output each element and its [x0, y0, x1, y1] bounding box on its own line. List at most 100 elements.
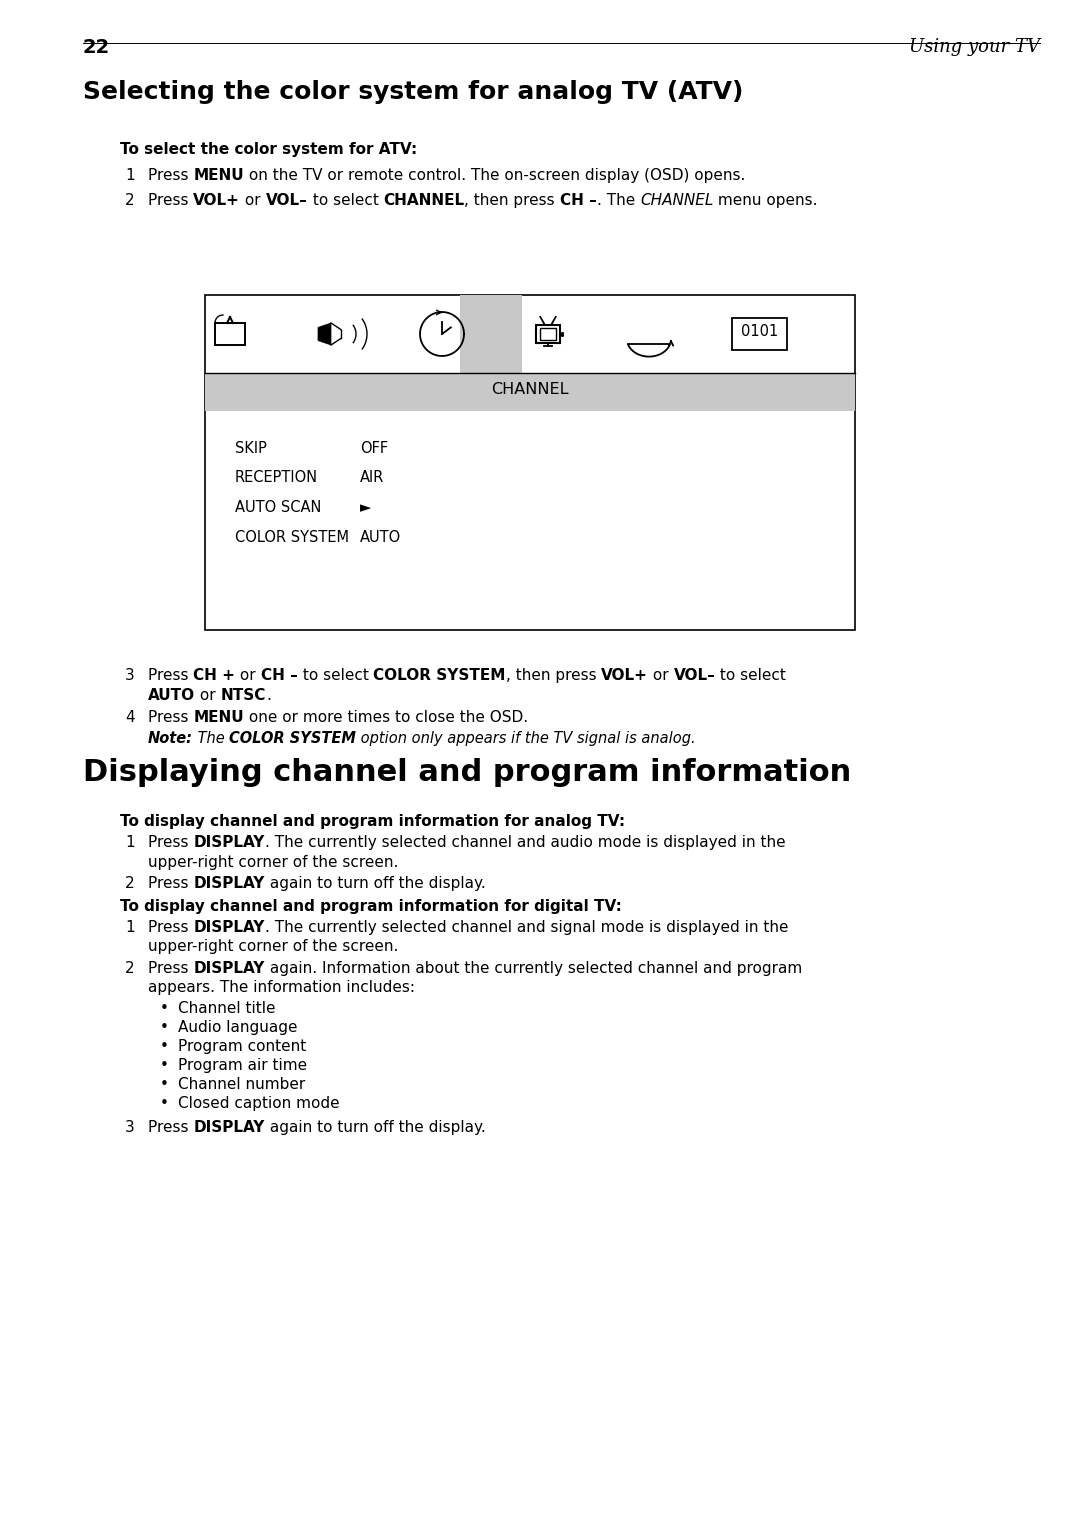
Text: on the TV or remote control. The on-screen display (OSD) opens.: on the TV or remote control. The on-scre… — [244, 168, 745, 183]
Text: 3: 3 — [125, 668, 135, 683]
Text: Selecting the color system for analog TV (ATV): Selecting the color system for analog TV… — [83, 80, 743, 104]
Text: AUTO: AUTO — [360, 529, 402, 544]
Text: COLOR SYSTEM: COLOR SYSTEM — [374, 668, 505, 683]
Text: Press: Press — [148, 709, 193, 725]
Text: CHANNEL: CHANNEL — [383, 193, 464, 208]
Text: , then press: , then press — [505, 668, 602, 683]
Bar — [540, 329, 556, 339]
Text: to select: to select — [308, 193, 383, 208]
Text: Audio language: Audio language — [178, 1020, 297, 1035]
Text: MENU: MENU — [193, 709, 244, 725]
Text: AUTO: AUTO — [148, 688, 195, 702]
Text: 22: 22 — [83, 38, 110, 57]
Text: AUTO SCAN: AUTO SCAN — [235, 500, 322, 515]
Text: upper-right corner of the screen.: upper-right corner of the screen. — [148, 855, 399, 870]
Text: VOL–: VOL– — [674, 668, 715, 683]
Text: COLOR SYSTEM: COLOR SYSTEM — [235, 529, 349, 544]
Text: CH –: CH – — [561, 193, 597, 208]
Text: Program air time: Program air time — [178, 1058, 307, 1073]
Text: menu opens.: menu opens. — [714, 193, 818, 208]
Text: 1: 1 — [125, 920, 135, 934]
Text: The: The — [193, 731, 229, 746]
Text: ►: ► — [360, 500, 372, 515]
Text: 3: 3 — [125, 1121, 135, 1136]
Text: Channel title: Channel title — [178, 1001, 275, 1015]
Text: DISPLAY: DISPLAY — [193, 876, 265, 891]
Text: DISPLAY: DISPLAY — [193, 1121, 265, 1136]
Text: Closed caption mode: Closed caption mode — [178, 1096, 339, 1112]
Text: Press: Press — [148, 668, 193, 683]
Bar — [215, 323, 245, 346]
Bar — [536, 324, 561, 344]
Text: To select the color system for ATV:: To select the color system for ATV: — [120, 142, 417, 157]
Text: CH –: CH – — [260, 668, 298, 683]
Text: Press: Press — [148, 960, 193, 976]
Text: •: • — [160, 1096, 168, 1112]
Text: MENU: MENU — [193, 168, 244, 183]
Text: 1: 1 — [125, 835, 135, 850]
Text: . The: . The — [597, 193, 640, 208]
Text: option only appears if the TV signal is analog.: option only appears if the TV signal is … — [356, 731, 696, 746]
Text: •: • — [160, 1001, 168, 1015]
Text: Using your TV: Using your TV — [909, 38, 1040, 57]
Text: again. Information about the currently selected channel and program: again. Information about the currently s… — [265, 960, 802, 976]
Text: Press: Press — [148, 835, 193, 850]
Text: Displaying channel and program information: Displaying channel and program informati… — [83, 758, 851, 787]
Text: To display channel and program information for digital TV:: To display channel and program informati… — [120, 899, 622, 913]
Text: NTSC: NTSC — [220, 688, 266, 702]
Text: Press: Press — [148, 920, 193, 934]
Text: , then press: , then press — [464, 193, 561, 208]
Text: To display channel and program information for analog TV:: To display channel and program informati… — [120, 813, 625, 829]
Text: appears. The information includes:: appears. The information includes: — [148, 980, 415, 995]
Text: DISPLAY: DISPLAY — [193, 835, 265, 850]
Text: COLOR SYSTEM: COLOR SYSTEM — [229, 731, 356, 746]
Text: or: or — [235, 668, 260, 683]
Text: •: • — [160, 1058, 168, 1073]
Text: .: . — [266, 688, 271, 702]
Text: or: or — [195, 688, 220, 702]
Text: •: • — [160, 1078, 168, 1092]
Text: or: or — [648, 668, 674, 683]
Text: Program content: Program content — [178, 1040, 307, 1053]
Text: VOL+: VOL+ — [602, 668, 648, 683]
Bar — [732, 318, 787, 350]
Text: or: or — [240, 193, 266, 208]
Bar — [205, 373, 855, 411]
Text: . The currently selected channel and signal mode is displayed in the: . The currently selected channel and sig… — [265, 920, 788, 934]
Text: OFF: OFF — [360, 440, 388, 456]
Bar — [205, 295, 855, 630]
Text: to select: to select — [715, 668, 786, 683]
Text: 2: 2 — [125, 193, 135, 208]
Text: Press: Press — [148, 193, 193, 208]
Text: CH +: CH + — [193, 668, 235, 683]
Text: to select: to select — [298, 668, 374, 683]
Text: . The currently selected channel and audio mode is displayed in the: . The currently selected channel and aud… — [265, 835, 785, 850]
Text: Press: Press — [148, 168, 193, 183]
Text: •: • — [160, 1020, 168, 1035]
Text: 2: 2 — [125, 960, 135, 976]
Text: CHANNEL: CHANNEL — [491, 382, 569, 398]
Text: RECEPTION: RECEPTION — [235, 471, 319, 486]
Text: Press: Press — [148, 876, 193, 891]
Text: CHANNEL: CHANNEL — [640, 193, 714, 208]
Text: 2: 2 — [125, 876, 135, 891]
Polygon shape — [318, 323, 330, 346]
Text: Channel number: Channel number — [178, 1078, 306, 1092]
Bar — [460, 295, 522, 373]
Text: 4: 4 — [125, 709, 135, 725]
Text: one or more times to close the OSD.: one or more times to close the OSD. — [244, 709, 528, 725]
Text: 1: 1 — [125, 168, 135, 183]
Text: •: • — [160, 1040, 168, 1053]
Text: DISPLAY: DISPLAY — [193, 960, 265, 976]
Text: again to turn off the display.: again to turn off the display. — [265, 876, 486, 891]
Text: VOL–: VOL– — [266, 193, 308, 208]
Text: 0101: 0101 — [741, 324, 778, 339]
Text: VOL+: VOL+ — [193, 193, 240, 208]
Text: SKIP: SKIP — [235, 440, 267, 456]
Text: upper-right corner of the screen.: upper-right corner of the screen. — [148, 939, 399, 954]
Text: AIR: AIR — [360, 471, 384, 486]
Text: Press: Press — [148, 1121, 193, 1136]
Text: DISPLAY: DISPLAY — [193, 920, 265, 934]
Text: again to turn off the display.: again to turn off the display. — [265, 1121, 486, 1136]
Text: Note:: Note: — [148, 731, 193, 746]
